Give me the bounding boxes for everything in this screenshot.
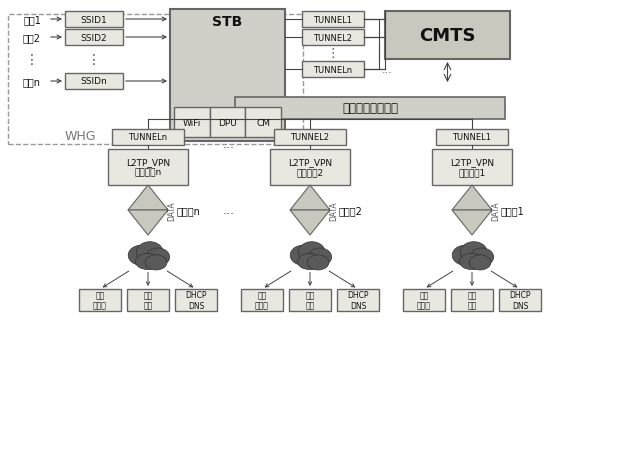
Text: L2TP_VPN
接入系统1: L2TP_VPN 接入系统1: [450, 158, 494, 177]
Ellipse shape: [298, 242, 326, 264]
Bar: [432, 150, 512, 185]
Ellipse shape: [308, 248, 332, 266]
Bar: [241, 289, 283, 311]
Text: DPU: DPU: [218, 118, 237, 127]
Text: DATA: DATA: [329, 201, 339, 220]
Polygon shape: [290, 185, 330, 211]
Text: TUNNEL1: TUNNEL1: [314, 16, 353, 24]
Bar: [174, 108, 210, 138]
Bar: [112, 130, 184, 146]
Text: SSID1: SSID1: [81, 16, 107, 24]
Text: 城域网核心交换机: 城域网核心交换机: [342, 102, 398, 115]
Polygon shape: [128, 211, 168, 235]
Bar: [499, 289, 541, 311]
Ellipse shape: [459, 254, 485, 270]
Text: DATA: DATA: [492, 201, 500, 220]
Text: CMTS: CMTS: [419, 27, 476, 45]
Text: 用户1: 用户1: [23, 15, 41, 25]
Ellipse shape: [460, 242, 487, 264]
Ellipse shape: [290, 246, 316, 265]
Text: DHCP
DNS: DHCP DNS: [185, 291, 206, 310]
Text: 宽带
出口: 宽带 出口: [143, 291, 153, 310]
Text: SSIDn: SSIDn: [81, 77, 107, 86]
Text: ...: ...: [223, 138, 235, 151]
Bar: [127, 289, 169, 311]
Bar: [235, 98, 505, 120]
Text: 视频
服务器: 视频 服务器: [255, 291, 269, 310]
Text: CM: CM: [256, 118, 270, 127]
Bar: [170, 10, 285, 142]
Bar: [302, 30, 364, 46]
Text: ...: ...: [223, 204, 235, 217]
Polygon shape: [290, 211, 330, 235]
Bar: [337, 289, 379, 311]
Text: TUNNEL2: TUNNEL2: [314, 34, 353, 42]
Text: ⋮: ⋮: [327, 46, 339, 59]
Text: 运营商2: 运营商2: [338, 206, 362, 216]
Bar: [210, 108, 246, 138]
Bar: [302, 12, 364, 28]
Text: TUNNEL2: TUNNEL2: [291, 133, 329, 142]
Text: DHCP
DNS: DHCP DNS: [509, 291, 531, 310]
Bar: [302, 62, 364, 78]
Bar: [108, 150, 188, 185]
Text: 用户n: 用户n: [23, 77, 41, 87]
Text: TUNNELn: TUNNELn: [128, 133, 167, 142]
Bar: [65, 12, 123, 28]
Ellipse shape: [470, 248, 494, 266]
Polygon shape: [128, 185, 168, 211]
Bar: [65, 74, 123, 90]
Text: SSID2: SSID2: [81, 34, 107, 42]
Bar: [274, 130, 346, 146]
Bar: [436, 130, 508, 146]
Text: L2TP_VPN
接入系统2: L2TP_VPN 接入系统2: [288, 158, 332, 177]
Ellipse shape: [146, 248, 170, 266]
Polygon shape: [452, 211, 492, 235]
Bar: [8, 15, 303, 145]
Bar: [65, 30, 123, 46]
Polygon shape: [452, 185, 492, 211]
Ellipse shape: [136, 242, 163, 264]
Text: WiFi: WiFi: [183, 118, 201, 127]
Text: 视频
服务器: 视频 服务器: [93, 291, 107, 310]
Text: DATA: DATA: [167, 201, 177, 220]
Ellipse shape: [308, 255, 329, 270]
Text: TUNNELn: TUNNELn: [314, 65, 353, 74]
Text: 运营商n: 运营商n: [176, 206, 200, 216]
Text: 宽带
出口: 宽带 出口: [467, 291, 477, 310]
Bar: [246, 108, 281, 138]
Ellipse shape: [469, 255, 491, 270]
Text: 视频
服务器: 视频 服务器: [417, 291, 431, 310]
Text: TUNNEL1: TUNNEL1: [453, 133, 492, 142]
Bar: [451, 289, 493, 311]
Ellipse shape: [452, 246, 477, 265]
Ellipse shape: [135, 254, 161, 270]
Text: STB: STB: [213, 15, 242, 29]
Bar: [385, 12, 510, 60]
Text: DHCP
DNS: DHCP DNS: [347, 291, 369, 310]
Text: ⋮: ⋮: [25, 53, 39, 67]
Bar: [270, 150, 350, 185]
Bar: [289, 289, 331, 311]
Text: WHG: WHG: [64, 129, 95, 142]
Bar: [79, 289, 121, 311]
Text: 用户2: 用户2: [23, 33, 41, 43]
Bar: [175, 289, 217, 311]
Text: 运营商1: 运营商1: [500, 206, 524, 216]
Text: ⋮: ⋮: [87, 53, 101, 67]
Ellipse shape: [128, 246, 153, 265]
Text: 宽带
出口: 宽带 出口: [306, 291, 314, 310]
Text: ...: ...: [381, 65, 392, 75]
Text: L2TP_VPN
接入系统n: L2TP_VPN 接入系统n: [126, 158, 170, 177]
Ellipse shape: [298, 254, 322, 270]
Bar: [403, 289, 445, 311]
Ellipse shape: [145, 255, 167, 270]
